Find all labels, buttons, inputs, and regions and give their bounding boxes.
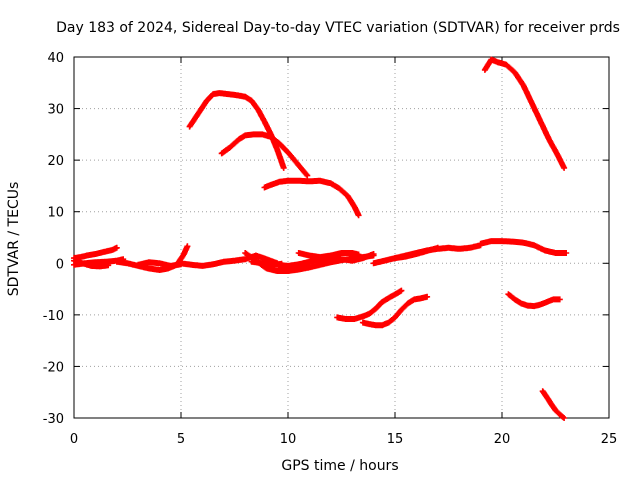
series-marks xyxy=(477,238,570,256)
series-track-15 xyxy=(186,90,287,171)
y-tick-label: 10 xyxy=(47,206,64,221)
series-track-21 xyxy=(505,291,563,310)
series-marks xyxy=(370,242,484,267)
series-marks xyxy=(481,56,568,171)
grid xyxy=(74,57,609,418)
plot-frame xyxy=(73,56,610,419)
series-track-3 xyxy=(71,257,112,270)
y-tick-label: 30 xyxy=(47,103,64,118)
x-tick-label: 15 xyxy=(387,432,404,447)
y-tick-label: 40 xyxy=(47,51,64,66)
series-marks xyxy=(539,388,568,421)
chart-title: Day 183 of 2024, Sidereal Day-to-day VTE… xyxy=(56,20,620,36)
x-axis-label: GPS time / hours xyxy=(281,458,398,474)
series-track-5 xyxy=(135,259,184,269)
series-marks xyxy=(113,243,191,273)
y-tick-label: -20 xyxy=(43,360,64,375)
series-track-10 xyxy=(295,250,362,261)
x-tick-label: 20 xyxy=(494,432,511,447)
series-track-11 xyxy=(285,252,377,274)
series-track-19 xyxy=(334,287,405,322)
x-tick-label: 10 xyxy=(280,432,297,447)
series-marks xyxy=(186,90,287,171)
series-track-14 xyxy=(477,238,570,256)
series-track-17 xyxy=(261,177,362,219)
series-track-12 xyxy=(370,242,484,267)
series-track-4 xyxy=(113,243,191,273)
series-track-20 xyxy=(359,293,431,329)
y-tick-label: 20 xyxy=(47,154,64,169)
series-track-22 xyxy=(539,388,568,421)
series-track-16 xyxy=(218,131,311,179)
y-axis-label: SDTVAR / TECUs xyxy=(6,182,22,297)
x-tick-label: 5 xyxy=(177,432,185,447)
x-tick-labels: 0 5 10 15 20 25 xyxy=(70,432,617,447)
series-marks xyxy=(218,131,311,179)
series-marks xyxy=(261,177,362,219)
series-marks xyxy=(505,291,563,310)
y-tick-label: -30 xyxy=(43,412,64,427)
series-track-6 xyxy=(178,252,281,269)
x-tick-label: 25 xyxy=(601,432,618,447)
y-tick-labels: 40 30 20 10 0 -10 -20 -30 xyxy=(43,51,64,427)
ticks xyxy=(73,56,610,419)
y-tick-label: -10 xyxy=(43,309,64,324)
series-marks xyxy=(392,244,441,262)
x-tick-label: 0 xyxy=(70,432,78,447)
series-group xyxy=(71,56,570,421)
series-track-13 xyxy=(392,244,441,262)
y-tick-label: 0 xyxy=(56,257,64,272)
series-track-18 xyxy=(481,56,568,171)
